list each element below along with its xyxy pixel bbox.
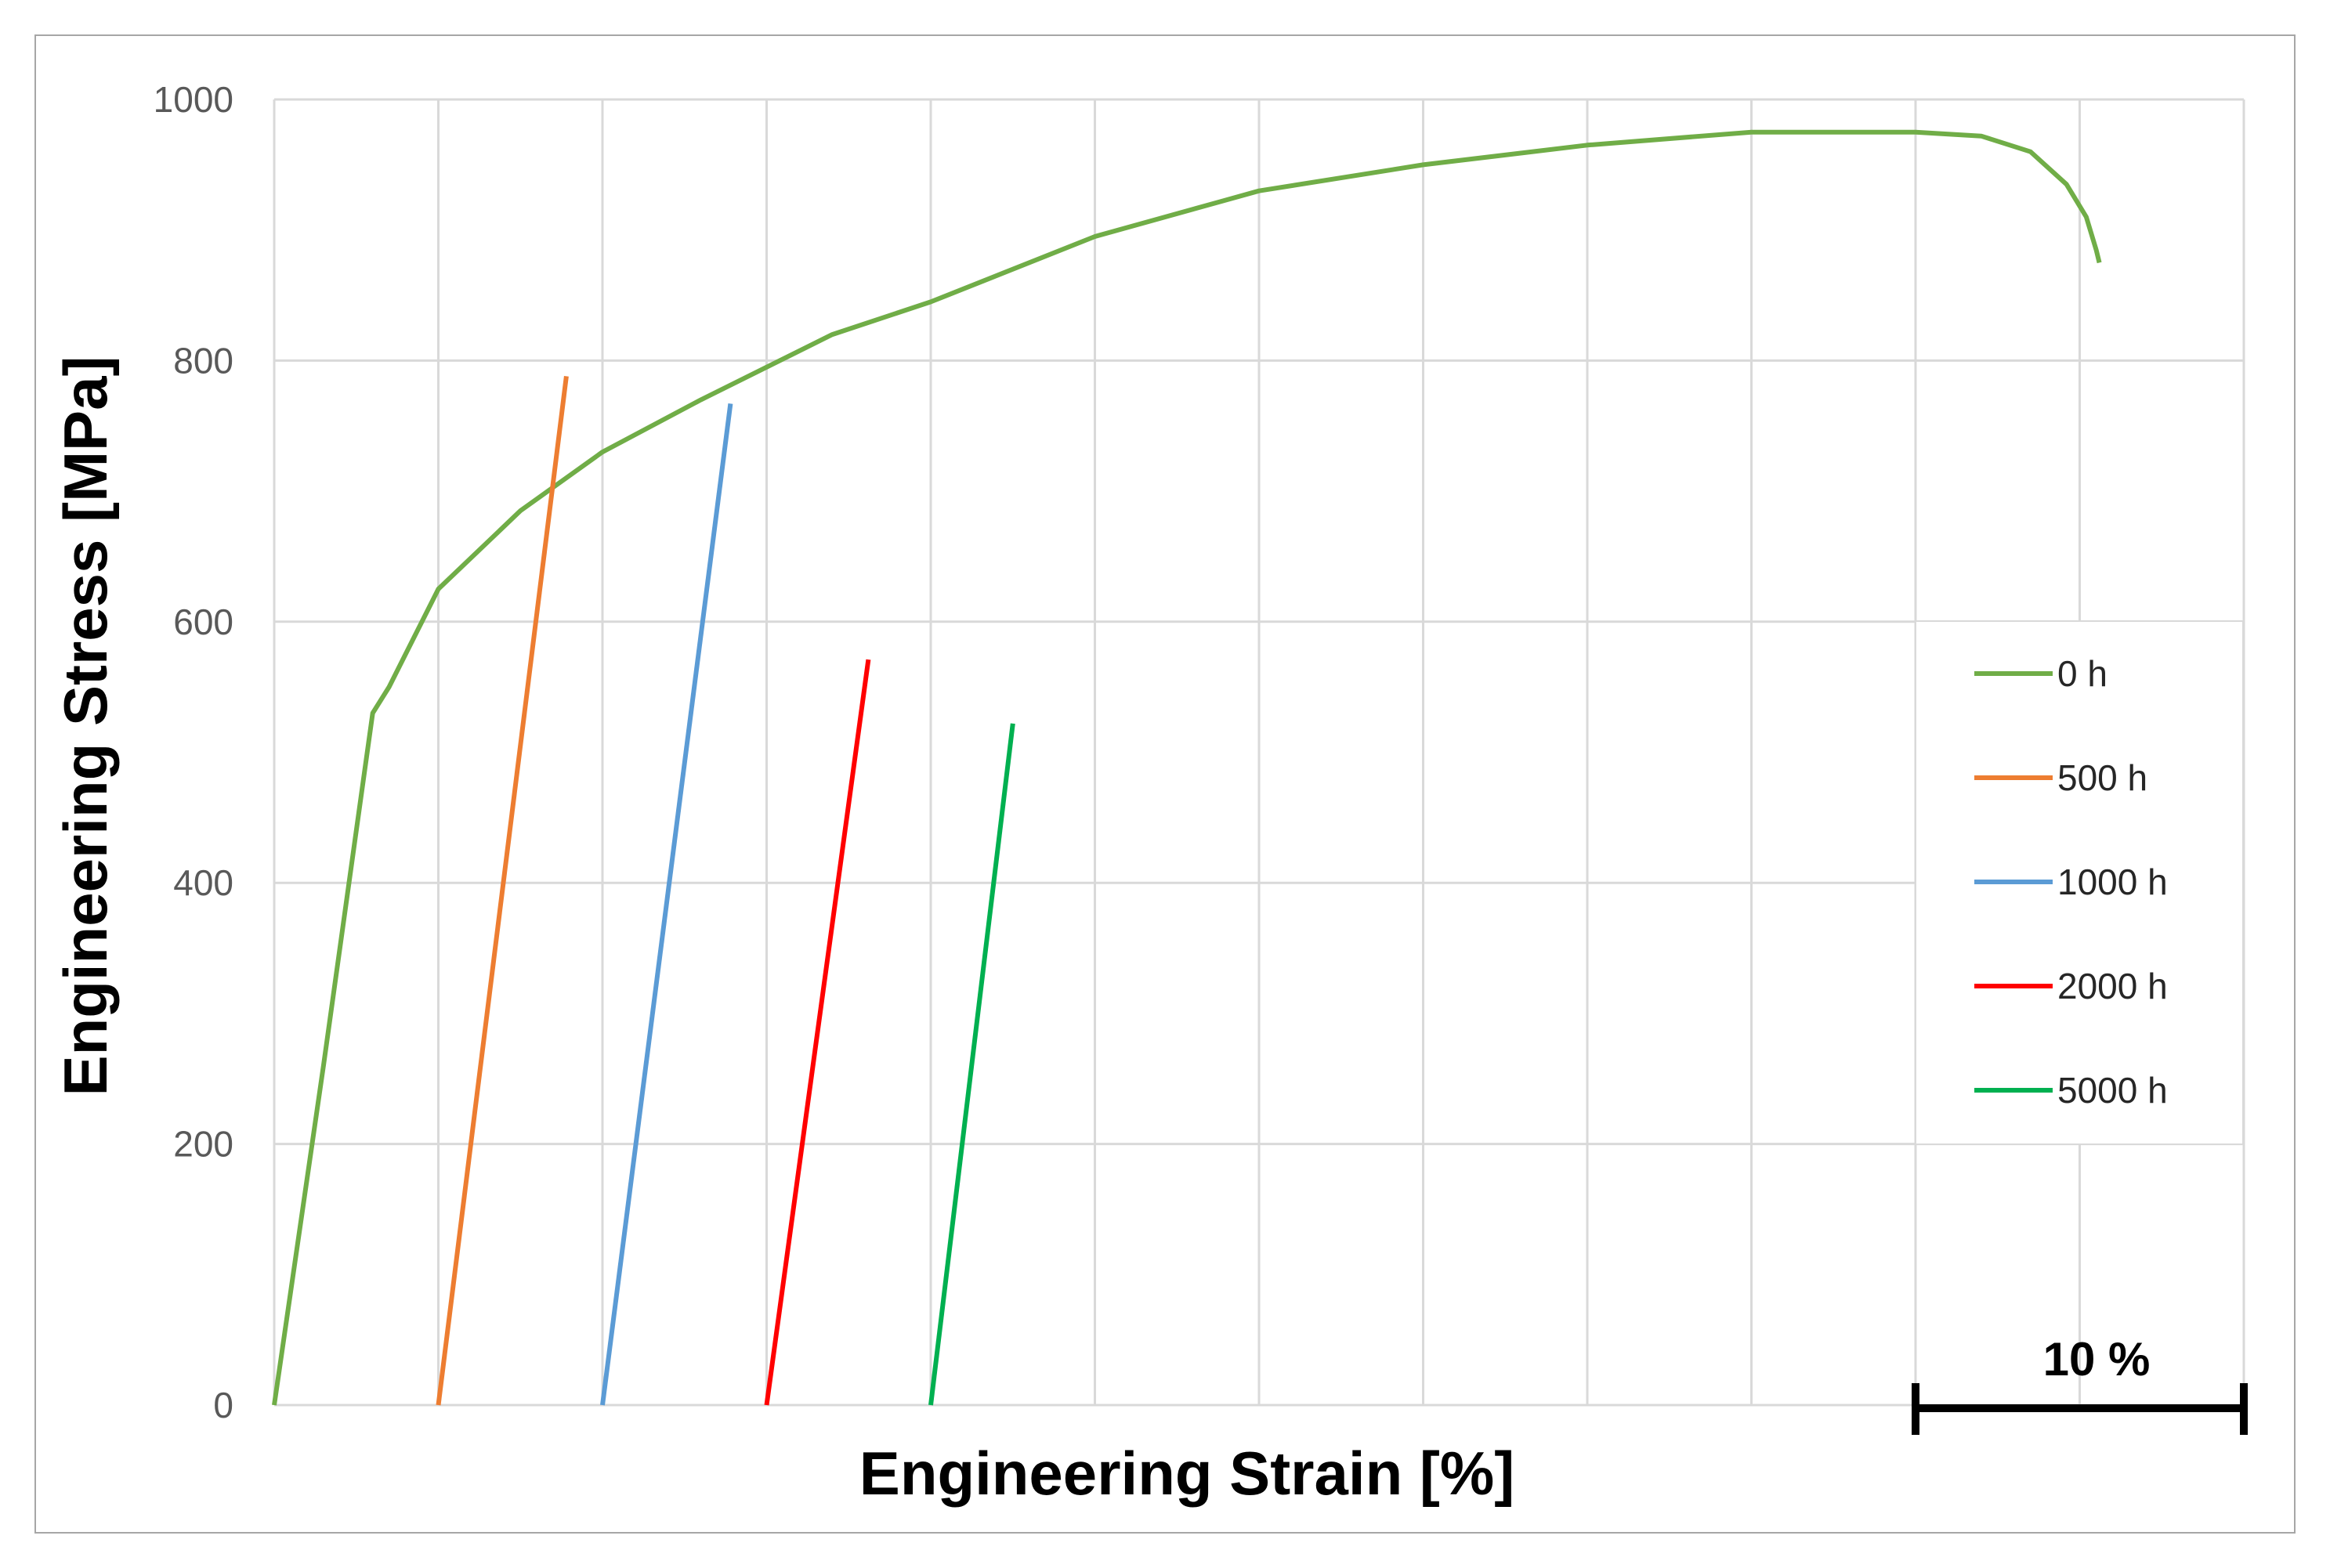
y-tick-label: 600 — [173, 602, 233, 642]
legend-label: 0 h — [2057, 653, 2107, 694]
series-line-2000-h — [764, 659, 871, 1406]
series-layer — [272, 129, 2102, 1406]
series-line-500-h — [436, 376, 569, 1406]
scale-bar-label: 10 % — [2043, 1333, 2151, 1386]
y-tick-labels: 0 200 400 600 800 1000 — [154, 79, 233, 1425]
series-line-0-h — [272, 129, 2102, 1406]
y-tick-label: 0 — [213, 1385, 233, 1425]
series-line-5000-h — [928, 723, 1015, 1406]
y-axis-title: Engineering Stress [MPa] — [51, 356, 120, 1097]
scale-bar: 10 % — [1912, 1333, 2248, 1435]
y-tick-label: 400 — [173, 862, 233, 903]
y-tick-label: 800 — [173, 340, 233, 381]
y-tick-label: 200 — [173, 1124, 233, 1165]
legend-box — [1915, 620, 2244, 1145]
legend: 0 h 500 h 1000 h 2000 h 5000 h — [1915, 620, 2244, 1145]
y-tick-label: 1000 — [154, 79, 233, 120]
legend-label: 2000 h — [2057, 966, 2168, 1006]
legend-label: 1000 h — [2057, 862, 2168, 902]
legend-label: 5000 h — [2057, 1070, 2168, 1111]
x-axis-title: Engineering Strain [%] — [859, 1439, 1514, 1508]
legend-label: 500 h — [2057, 757, 2147, 798]
series-line-1000-h — [600, 403, 733, 1406]
